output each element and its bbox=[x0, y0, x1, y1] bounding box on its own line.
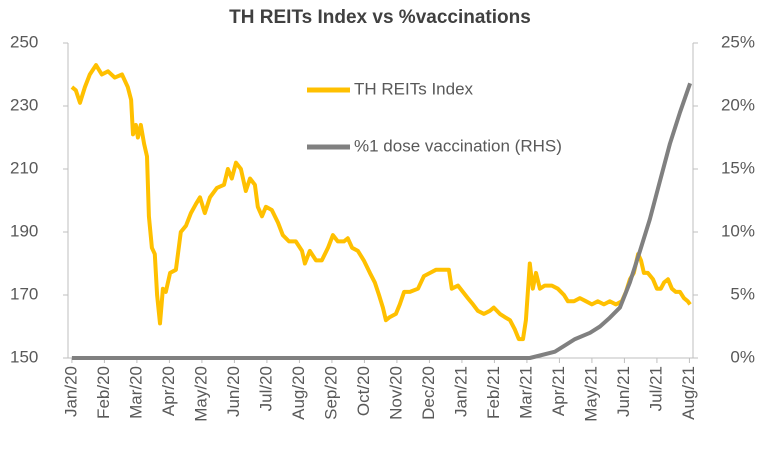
x-tick-label: Feb/20 bbox=[94, 366, 113, 419]
legend-label: TH REITs Index bbox=[354, 79, 474, 98]
x-tick-label: May/20 bbox=[191, 366, 210, 422]
x-tick-label: Jan/21 bbox=[451, 366, 470, 417]
x-tick-label: Jan/20 bbox=[61, 366, 80, 417]
y-tick-label: 150 bbox=[10, 347, 38, 366]
x-tick-label: Mar/21 bbox=[516, 366, 535, 419]
series-line bbox=[71, 82, 692, 360]
chart-title: TH REITs Index vs %vaccinations bbox=[229, 7, 531, 28]
series-line bbox=[70, 63, 692, 342]
x-tick-label: Jun/20 bbox=[224, 366, 243, 417]
x-tick-label: Oct/20 bbox=[354, 366, 373, 416]
x-tick-label: Jul/20 bbox=[256, 366, 275, 411]
y2-tick-label: 25% bbox=[721, 32, 755, 51]
y-tick-label: 190 bbox=[10, 221, 38, 240]
x-tick-label: Jul/21 bbox=[646, 366, 665, 411]
y-tick-label: 170 bbox=[10, 284, 38, 303]
x-tick-label: Mar/20 bbox=[126, 366, 145, 419]
legend-label: %1 dose vaccination (RHS) bbox=[354, 136, 562, 155]
y2-tick-label: 20% bbox=[721, 95, 755, 114]
y2-tick-label: 0% bbox=[730, 347, 755, 366]
y-tick-label: 250 bbox=[10, 32, 38, 51]
y2-tick-label: 5% bbox=[730, 284, 755, 303]
x-tick-label: Jun/21 bbox=[614, 366, 633, 417]
x-tick-label: Nov/20 bbox=[386, 366, 405, 420]
x-tick-label: Aug/20 bbox=[289, 366, 308, 420]
x-tick-label: Dec/20 bbox=[419, 366, 438, 420]
y-tick-label: 210 bbox=[10, 158, 38, 177]
x-tick-label: Feb/21 bbox=[484, 366, 503, 419]
x-tick-label: Apr/21 bbox=[549, 366, 568, 416]
x-tick-label: Apr/20 bbox=[159, 366, 178, 416]
y-tick-label: 230 bbox=[10, 95, 38, 114]
x-tick-label: May/21 bbox=[581, 366, 600, 422]
y2-tick-label: 15% bbox=[721, 158, 755, 177]
x-tick-label: Sep/20 bbox=[321, 366, 340, 420]
y2-tick-label: 10% bbox=[721, 221, 755, 240]
x-tick-label: Aug/21 bbox=[679, 366, 698, 420]
